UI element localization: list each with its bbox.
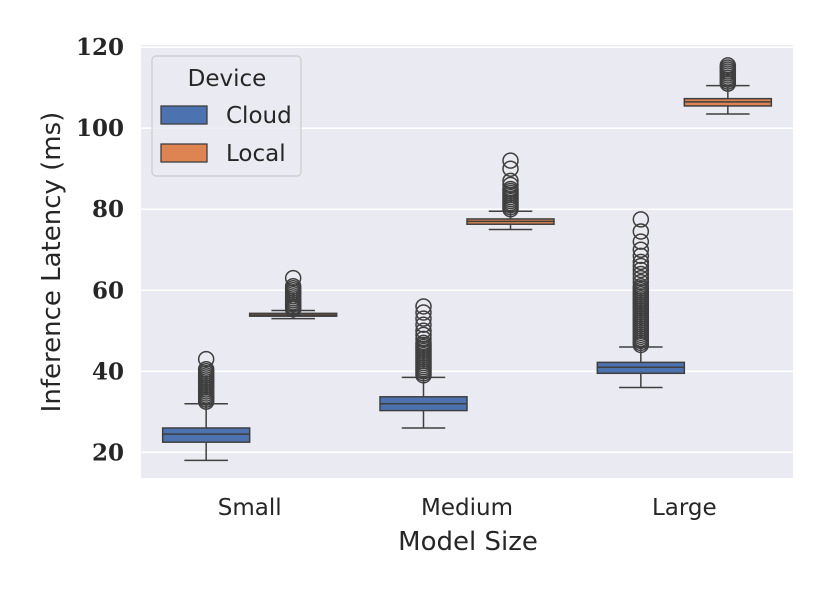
outlier-point [632,265,650,283]
outlier-point [632,257,650,275]
box-iqr [161,427,251,443]
legend-swatch-local [160,143,208,163]
box-local-medium [466,152,555,231]
outlier-point [632,261,650,279]
box-cloud-medium [379,298,468,429]
outlier-point [632,223,650,240]
outlier-point [632,269,650,287]
y-tick-label: 40 [92,358,124,385]
outlier-point [415,316,432,333]
box-local-large [683,57,773,115]
outlier-point [415,310,432,327]
y-tick-label: 80 [92,196,124,223]
box-cloud-large [596,211,686,389]
outlier-point [415,298,432,315]
y-tick-label: 100 [76,115,124,142]
outlier-point [719,57,737,74]
outlier-point [415,322,432,340]
box-series [161,57,773,462]
outlier-point [632,233,650,250]
x-tick-label: Small [218,495,282,521]
legend-swatch-cloud [160,105,208,125]
outlier-point [197,350,215,368]
y-tick-label: 20 [92,439,124,466]
legend-title: Device [188,66,267,92]
x-tick-label: Medium [421,495,513,521]
gridlines [141,46,793,454]
outlier-point [632,247,650,265]
legend: Device Cloud Local [151,55,302,177]
outlier-point [415,334,432,352]
outlier-point [502,152,519,169]
outlier-point [632,211,650,228]
box-local-small [248,269,338,320]
outlier-point [197,361,215,378]
outlier-point [632,241,650,258]
outlier-point [415,304,432,321]
y-tick-label: 60 [92,277,124,304]
outlier-point [284,269,302,287]
legend-label-local: Local [226,141,286,167]
x-tick-labels: Small Medium Large [218,495,717,521]
outlier-point [284,277,302,295]
outlier-point [502,160,519,177]
box-cloud-small [161,350,251,462]
x-axis-label: Model Size [398,527,538,557]
outlier-point [632,277,650,295]
y-axis-label: Inference Latency (ms) [37,112,67,413]
outlier-point [415,330,432,348]
y-tick-labels: 20 40 60 80 100 120 [76,34,124,466]
x-tick-label: Large [652,495,717,521]
y-tick-label: 120 [76,34,124,61]
outlier-point [632,253,650,271]
outlier-point [502,172,519,190]
outlier-point [502,180,519,198]
legend-label-cloud: Cloud [226,103,292,129]
outlier-point [632,273,650,291]
outlier-point [502,176,519,194]
outlier-point [415,326,432,344]
